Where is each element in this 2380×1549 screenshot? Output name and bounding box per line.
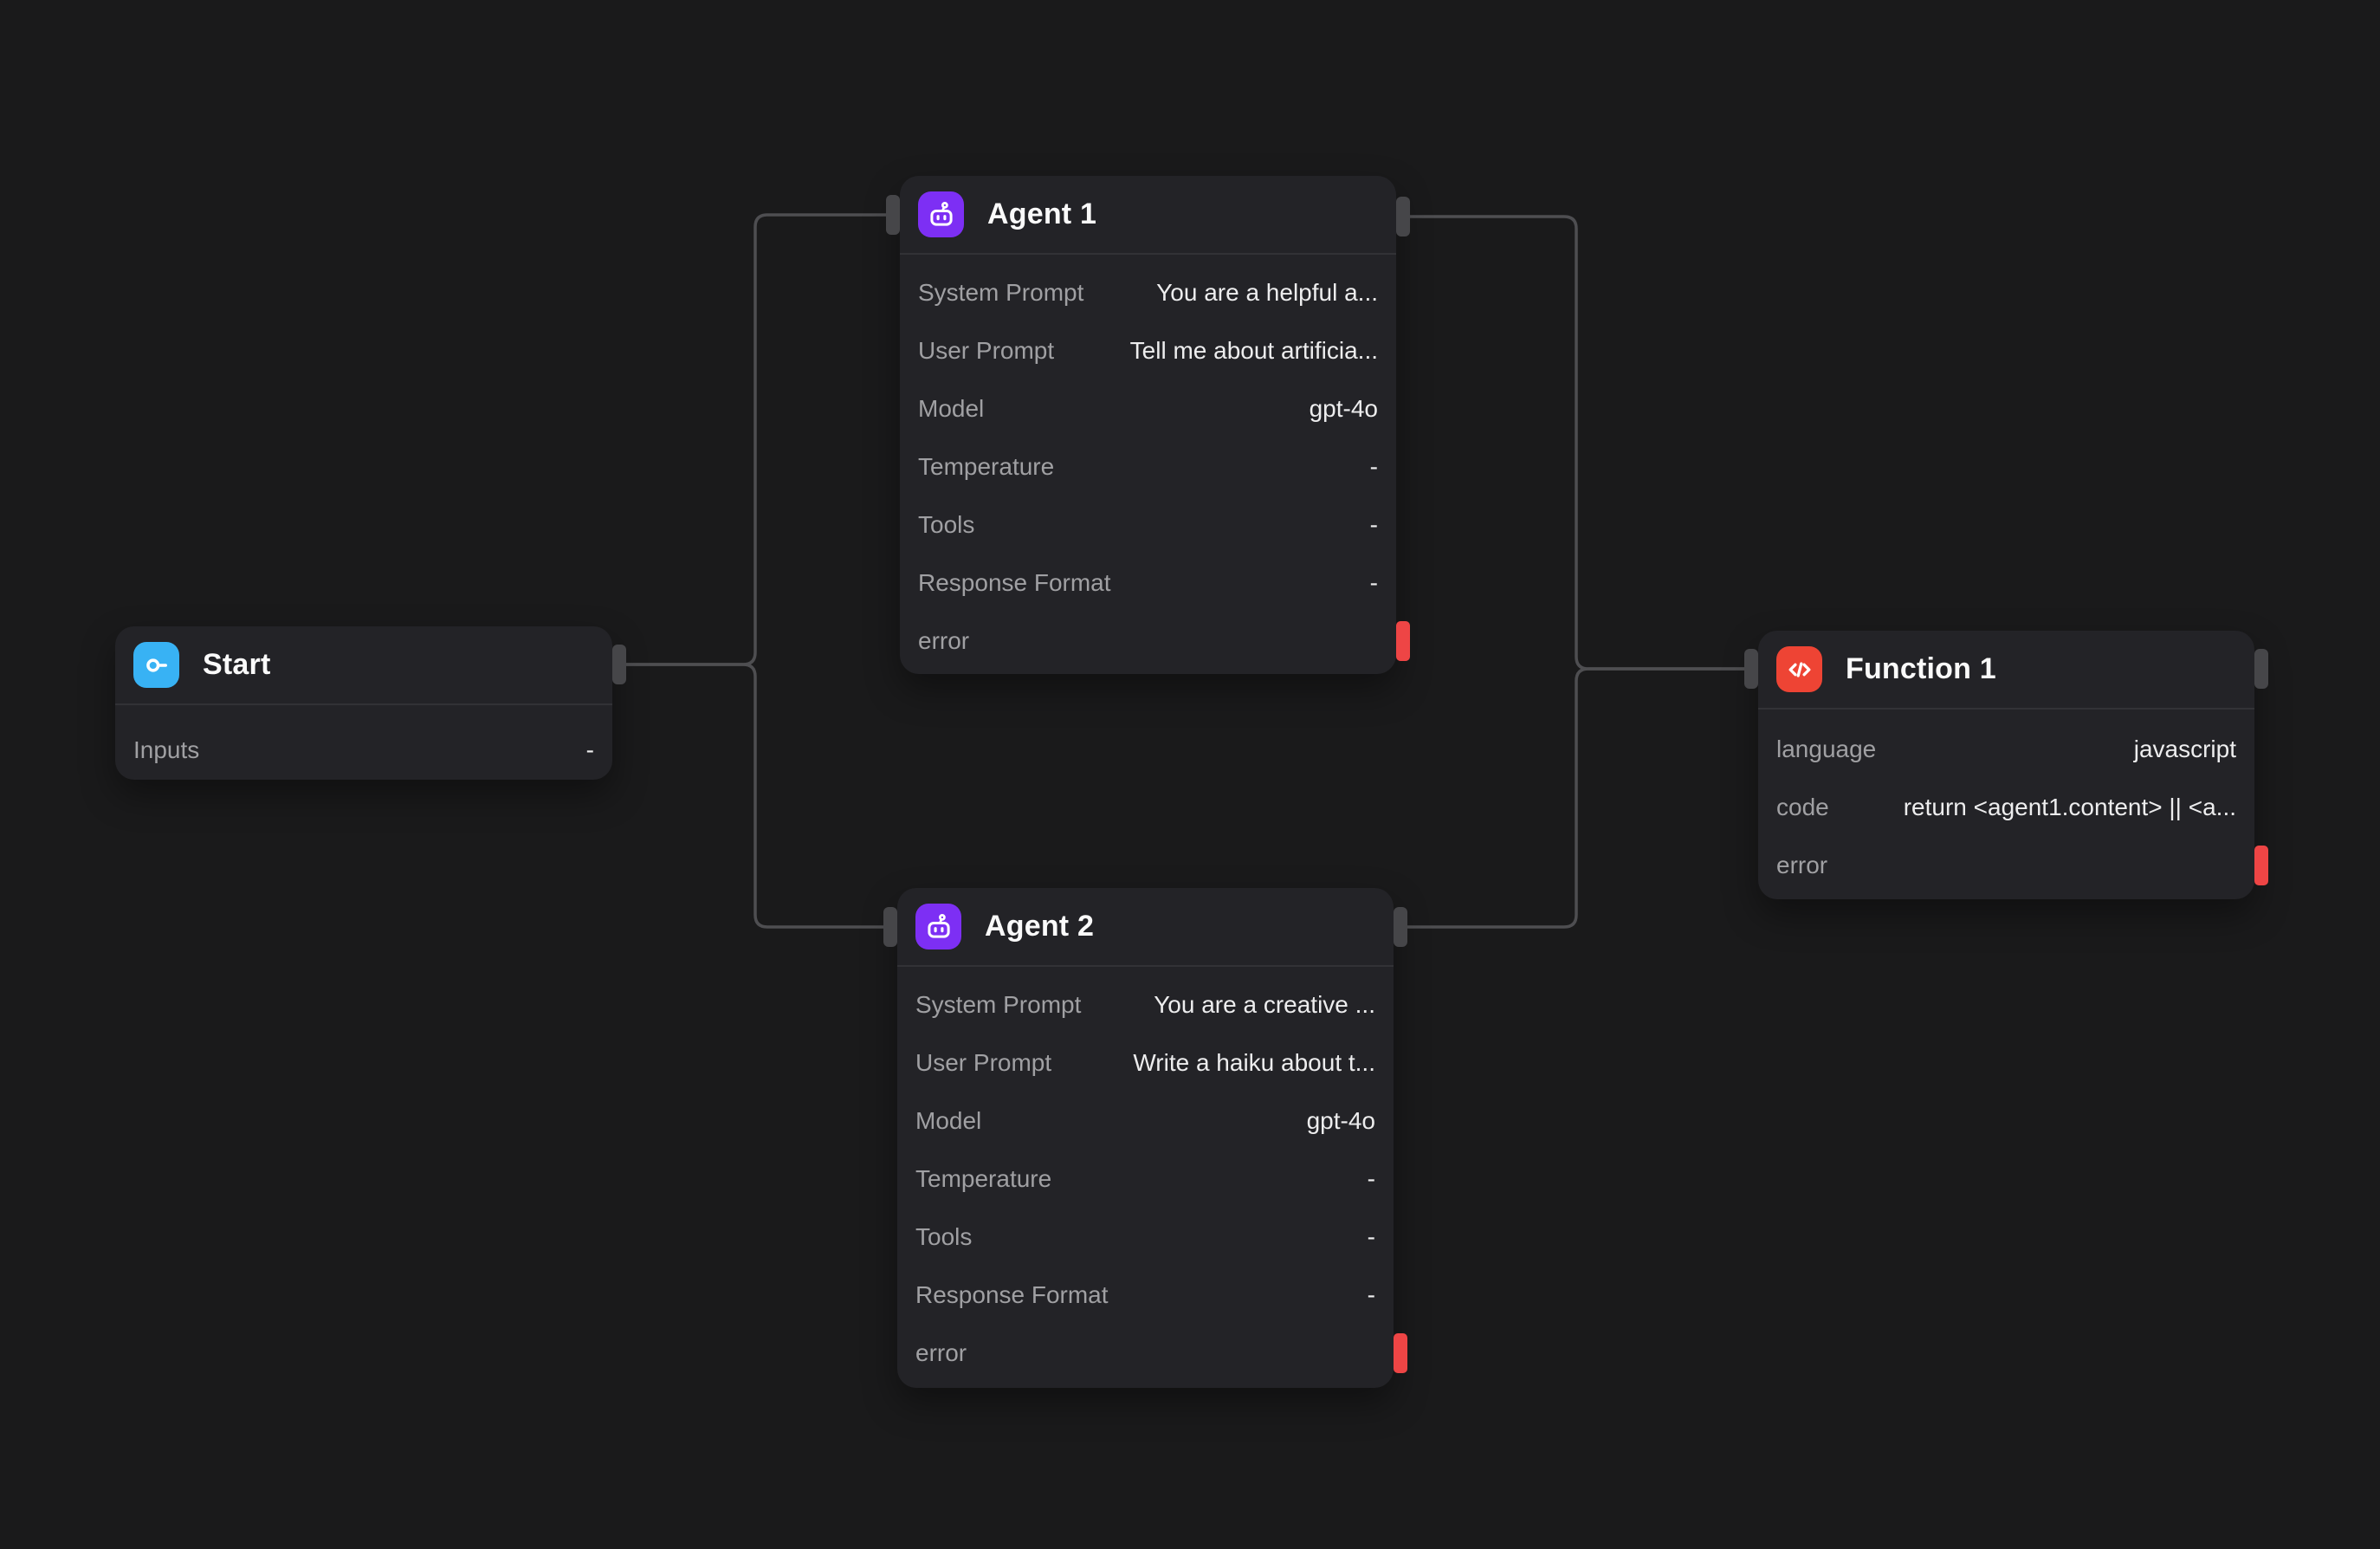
start-output-port[interactable]	[612, 645, 626, 684]
function1-output-port[interactable]	[2254, 649, 2268, 689]
row-value: -	[1369, 452, 1378, 480]
agent2-row-user-prompt: User Prompt Write a haiku about t...	[897, 1034, 1394, 1092]
row-value: -	[1367, 1222, 1375, 1250]
row-label: language	[1776, 735, 1877, 762]
agent1-row-response-format: Response Format -	[900, 554, 1396, 612]
node-function1-title: Function 1	[1846, 652, 1996, 685]
agent2-input-port[interactable]	[883, 907, 897, 947]
node-agent2-header: Agent 2	[897, 888, 1394, 967]
edge-agent1-function1[interactable]	[1410, 215, 1744, 671]
node-agent2-title: Agent 2	[985, 910, 1095, 943]
agent2-row-response-format: Response Format -	[897, 1266, 1394, 1324]
edge-agent2-function1[interactable]	[1407, 667, 1744, 929]
agent1-row-user-prompt: User Prompt Tell me about artificia...	[900, 321, 1396, 379]
row-value: -	[1367, 1280, 1375, 1308]
function1-row-language: language javascript	[1758, 720, 2254, 778]
node-agent1[interactable]: Agent 1 System Prompt You are a helpful …	[886, 176, 1410, 674]
node-agent1-title: Agent 1	[987, 198, 1097, 230]
row-value: -	[1369, 510, 1378, 538]
node-agent1-header: Agent 1	[900, 176, 1396, 255]
row-label: Inputs	[133, 736, 200, 763]
row-label: error	[915, 1338, 967, 1366]
node-function1[interactable]: Function 1 language javascript code retu…	[1744, 631, 2268, 899]
row-label: Tools	[918, 510, 975, 538]
agent1-row-model: Model gpt-4o	[900, 379, 1396, 437]
row-label: Response Format	[915, 1280, 1109, 1308]
row-label: error	[1776, 851, 1828, 878]
row-label: code	[1776, 793, 1829, 820]
agent2-error-port[interactable]	[1394, 1333, 1407, 1373]
robot-icon	[915, 904, 961, 949]
row-value: Tell me about artificia...	[1129, 336, 1378, 364]
node-start-title: Start	[203, 648, 271, 681]
agent1-row-tools: Tools -	[900, 496, 1396, 554]
function1-row-code: code return <agent1.content> || <a...	[1758, 778, 2254, 836]
row-value: gpt-4o	[1306, 1106, 1375, 1134]
agent1-row-temperature: Temperature -	[900, 437, 1396, 496]
agent1-error-port[interactable]	[1396, 621, 1410, 661]
row-label: Model	[915, 1106, 982, 1134]
start-row-inputs: Inputs -	[115, 714, 612, 787]
row-value: Write a haiku about t...	[1133, 1048, 1375, 1076]
node-start-header: Start	[115, 626, 612, 705]
agent2-row-tools: Tools -	[897, 1208, 1394, 1266]
row-value: -	[1367, 1164, 1375, 1192]
row-label: Response Format	[918, 568, 1111, 596]
start-icon	[133, 642, 179, 688]
row-label: error	[918, 626, 970, 654]
row-label: System Prompt	[918, 278, 1084, 306]
agent1-row-system-prompt: System Prompt You are a helpful a...	[900, 263, 1396, 321]
row-label: Temperature	[918, 452, 1055, 480]
row-value: return <agent1.content> || <a...	[1903, 793, 2236, 820]
row-value: javascript	[2133, 735, 2236, 762]
node-start[interactable]: Start Inputs -	[115, 626, 626, 780]
function1-row-error: error	[1758, 836, 2254, 894]
agent2-row-error: error	[897, 1324, 1394, 1382]
function1-input-port[interactable]	[1744, 649, 1758, 689]
function1-error-port[interactable]	[2254, 846, 2268, 885]
row-value: gpt-4o	[1309, 394, 1378, 422]
agent1-input-port[interactable]	[886, 195, 900, 235]
row-label: User Prompt	[915, 1048, 1052, 1076]
agent2-row-system-prompt: System Prompt You are a creative ...	[897, 975, 1394, 1034]
agent2-output-port[interactable]	[1394, 907, 1407, 947]
row-label: Model	[918, 394, 985, 422]
edge-start-agent1[interactable]	[626, 213, 886, 666]
agent1-row-error: error	[900, 612, 1396, 670]
agent2-row-model: Model gpt-4o	[897, 1092, 1394, 1150]
edge-start-agent2[interactable]	[626, 663, 883, 929]
node-function1-header: Function 1	[1758, 631, 2254, 710]
robot-icon	[918, 191, 964, 237]
code-icon	[1776, 646, 1822, 692]
row-value: You are a creative ...	[1154, 990, 1375, 1018]
agent2-row-temperature: Temperature -	[897, 1150, 1394, 1208]
row-label: User Prompt	[918, 336, 1055, 364]
row-value: -	[1369, 568, 1378, 596]
row-value: You are a helpful a...	[1156, 278, 1378, 306]
agent1-output-port[interactable]	[1396, 197, 1410, 237]
row-label: System Prompt	[915, 990, 1082, 1018]
row-label: Temperature	[915, 1164, 1052, 1192]
row-label: Tools	[915, 1222, 973, 1250]
node-agent2[interactable]: Agent 2 System Prompt You are a creative…	[883, 888, 1407, 1388]
row-value: -	[585, 736, 594, 763]
